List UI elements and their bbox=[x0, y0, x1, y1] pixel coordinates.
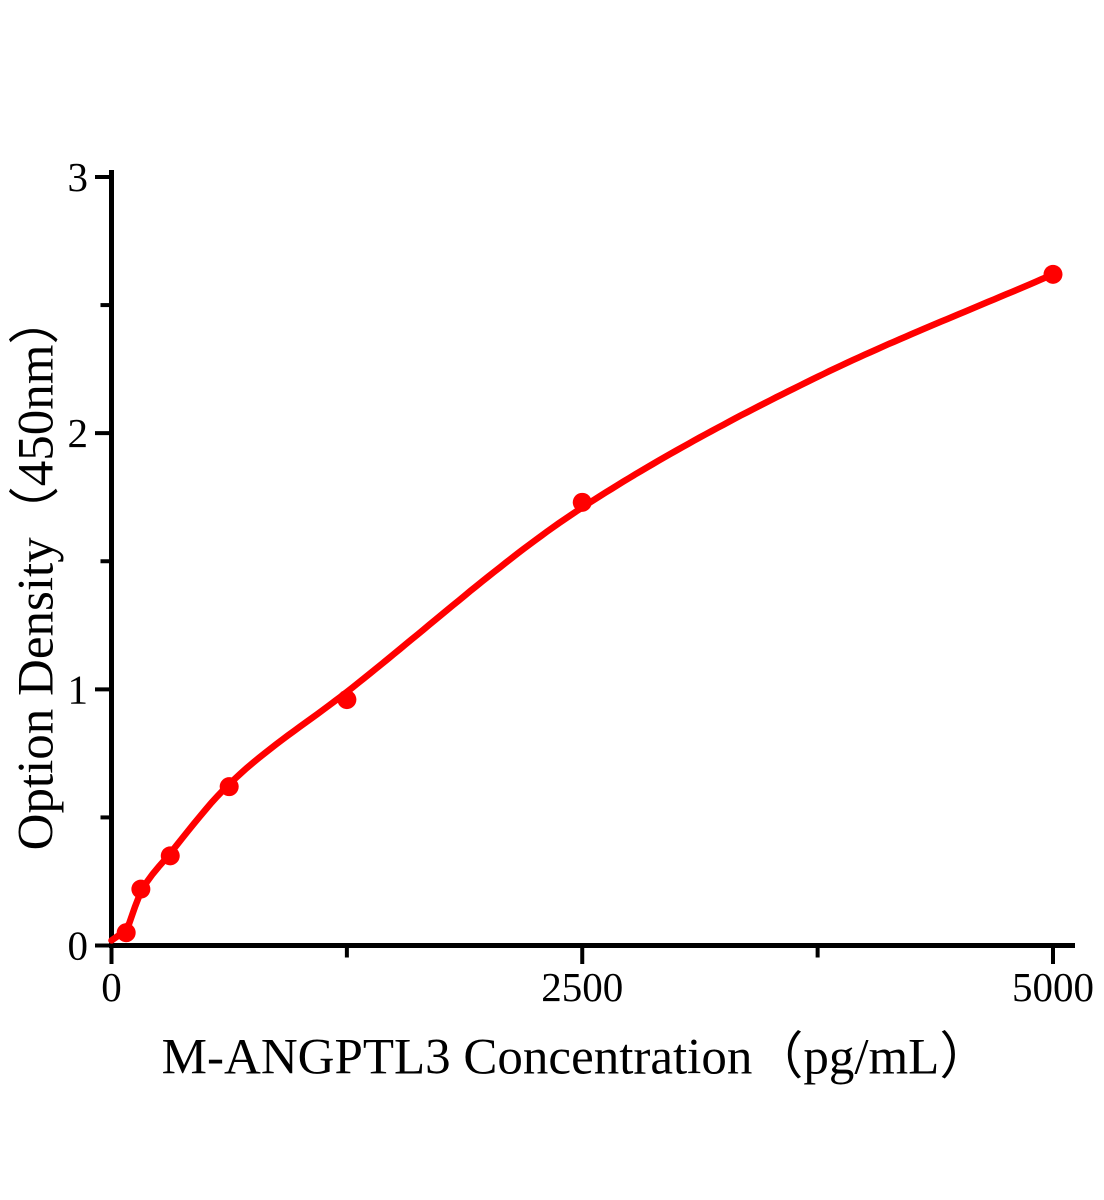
data-point bbox=[160, 846, 180, 866]
fit-curve bbox=[108, 271, 1057, 944]
y-tick-label: 2 bbox=[68, 410, 89, 456]
x-tick-label: 2500 bbox=[541, 964, 623, 1010]
data-point bbox=[131, 879, 151, 899]
data-point bbox=[337, 690, 357, 710]
y-tick-label: 0 bbox=[68, 923, 89, 969]
x-axis-title: M-ANGPTL3 Concentration（pg/mL） bbox=[161, 1029, 991, 1086]
x-tick-label: 0 bbox=[101, 964, 122, 1010]
x-tick-label: 5000 bbox=[1012, 964, 1094, 1010]
data-point bbox=[1043, 264, 1063, 284]
data-point bbox=[116, 923, 136, 943]
data-point bbox=[572, 492, 592, 512]
y-tick-label: 3 bbox=[68, 154, 89, 200]
y-axis-title: Option Density（450nm） bbox=[8, 293, 65, 851]
data-point bbox=[219, 777, 239, 797]
y-tick-label: 1 bbox=[68, 666, 89, 712]
